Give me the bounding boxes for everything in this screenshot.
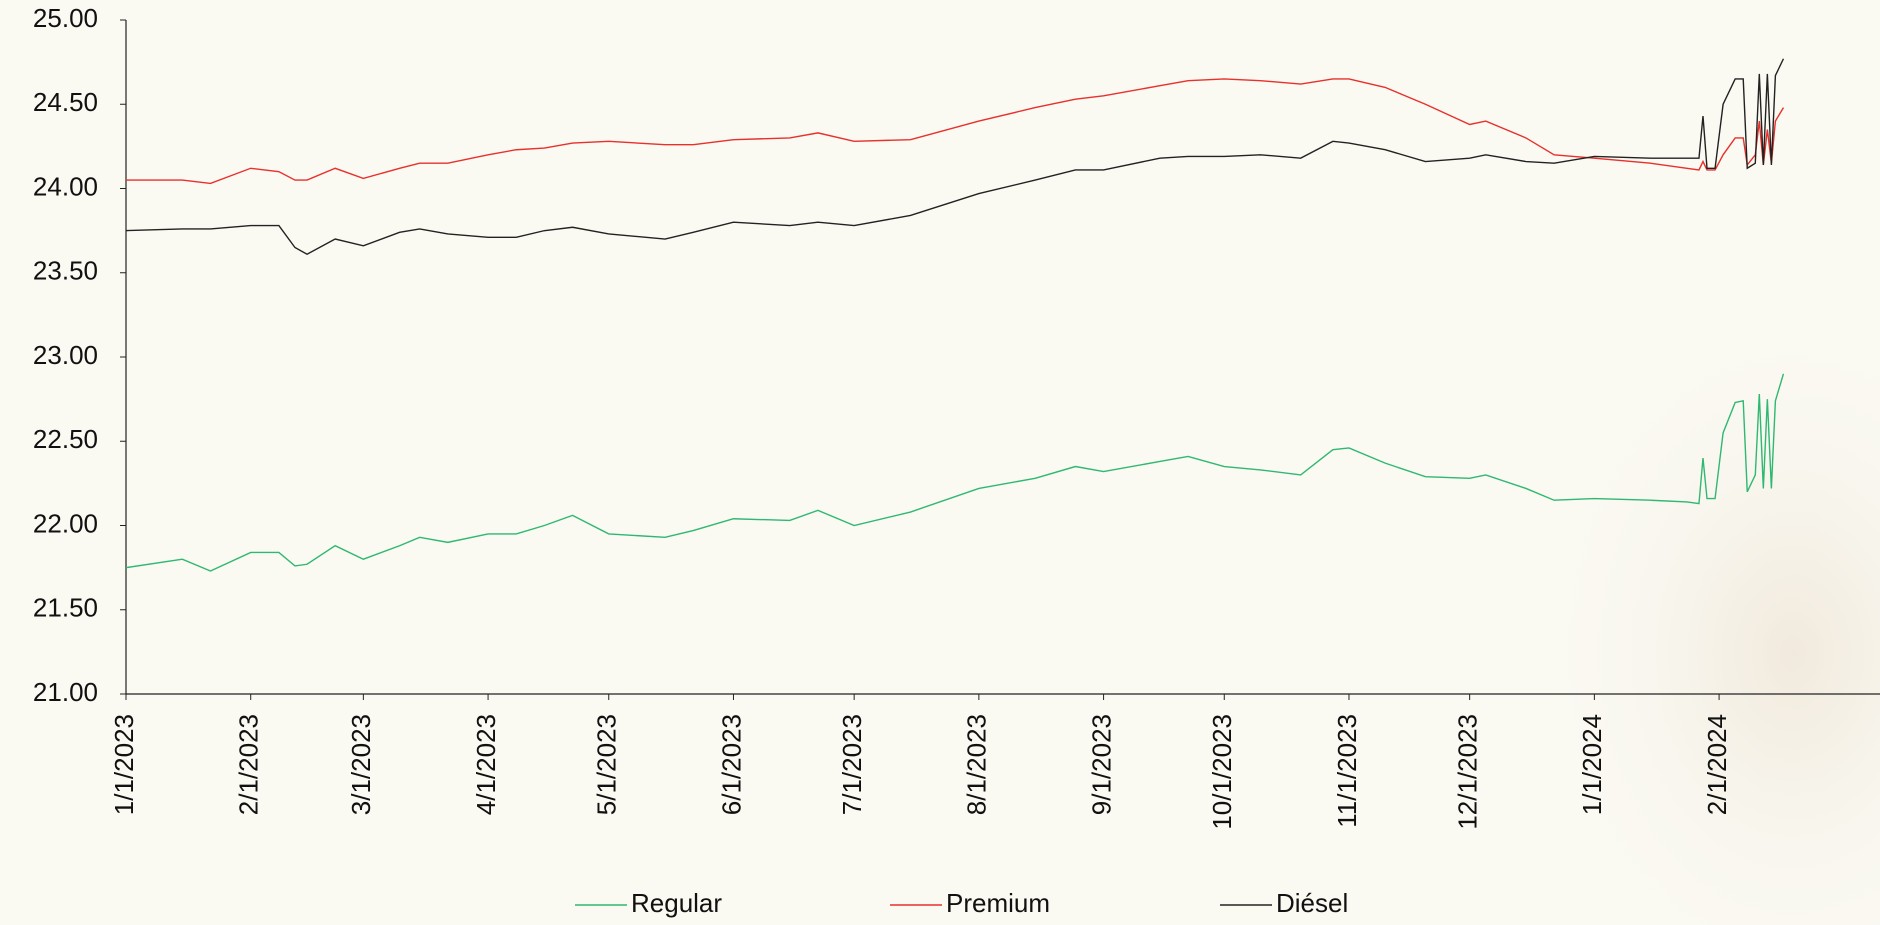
x-tick-label: 1/1/2024: [1577, 714, 1607, 815]
legend-label: Premium: [946, 888, 1050, 918]
legend-label: Diésel: [1276, 888, 1348, 918]
x-tick-label: 2/1/2023: [234, 714, 264, 815]
x-tick-label: 10/1/2023: [1207, 714, 1237, 830]
legend-label: Regular: [631, 888, 722, 918]
x-tick-label: 11/1/2023: [1332, 714, 1362, 828]
x-tick-label: 5/1/2023: [592, 714, 622, 815]
x-tick-label: 12/1/2023: [1453, 714, 1483, 830]
series-line: [125, 373, 1785, 572]
x-tick-label: 7/1/2023: [837, 714, 867, 815]
x-tick-label: 4/1/2023: [471, 714, 501, 815]
x-tick-label: 1/1/2023: [109, 714, 139, 815]
y-tick-label: 24.00: [33, 171, 98, 201]
x-tick-label: 2/1/2024: [1702, 714, 1732, 815]
y-tick-label: 24.50: [33, 87, 98, 117]
x-tick-label: 9/1/2023: [1086, 714, 1116, 815]
x-tick-label: 8/1/2023: [962, 714, 992, 815]
background-art: [1300, 150, 1880, 925]
y-tick-label: 21.50: [33, 593, 98, 623]
y-tick-label: 25.00: [33, 3, 98, 33]
y-tick-label: 22.50: [33, 424, 98, 454]
y-tick-label: 22.00: [33, 508, 98, 538]
y-tick-label: 23.50: [33, 256, 98, 286]
x-tick-label: 3/1/2023: [346, 714, 376, 815]
y-tick-label: 21.00: [33, 677, 98, 707]
series-line: [126, 78, 1785, 185]
x-tick-label: 6/1/2023: [716, 714, 746, 815]
y-tick-label: 23.00: [33, 340, 98, 370]
series-line: [125, 58, 1785, 256]
